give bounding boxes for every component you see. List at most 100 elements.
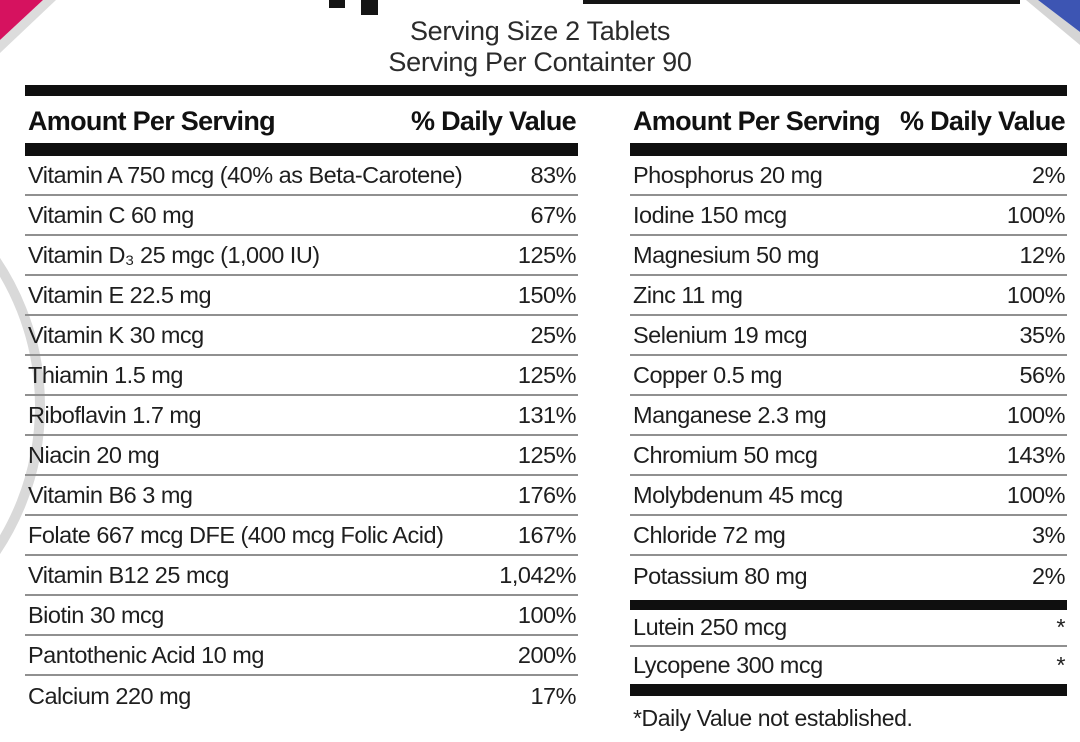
- nutrient-label: Vitamin E 22.5 mg: [28, 281, 212, 308]
- table-row: Chromium 50 mcg 143%: [630, 436, 1067, 476]
- daily-value: 2%: [1032, 562, 1065, 589]
- nutrient-label: Niacin 20 mg: [28, 441, 160, 468]
- serving-info: Serving Size 2 Tablets Serving Per Conta…: [0, 16, 1080, 78]
- daily-value: 150%: [517, 281, 577, 308]
- left-table-header: Amount Per Serving % Daily Value: [25, 103, 578, 143]
- nutrient-label: Vitamin K 30 mcg: [28, 321, 204, 348]
- nutrient-label: Potassium 80 mg: [633, 562, 808, 589]
- daily-value: 35%: [1019, 321, 1065, 348]
- right-table-header: Amount Per Serving % Daily Value: [630, 103, 1067, 143]
- header-rule: [630, 143, 1067, 156]
- daily-value-footnote: *Daily Value not established.: [633, 705, 913, 731]
- daily-value: 176%: [517, 481, 577, 508]
- table-row: Vitamin D₃ 25 mgc (1,000 IU) 125%: [25, 236, 578, 276]
- daily-value: 100%: [517, 601, 577, 628]
- daily-value: 67%: [530, 201, 576, 228]
- nutrient-label: Vitamin B6 3 mg: [28, 481, 193, 508]
- cropped-title-fragment: [361, 0, 378, 15]
- daily-value: 143%: [1006, 441, 1066, 468]
- daily-value: 200%: [517, 641, 577, 668]
- daily-value: 2%: [1032, 161, 1065, 188]
- nutrient-label: Iodine 150 mcg: [633, 201, 787, 228]
- table-row: Lutein 250 mcg *: [630, 610, 1067, 647]
- daily-value: 125%: [517, 241, 577, 268]
- nutrient-label: Selenium 19 mcg: [633, 321, 808, 348]
- table-row: Vitamin B12 25 mcg 1,042%: [25, 556, 578, 596]
- table-row: Selenium 19 mcg 35%: [630, 316, 1067, 356]
- daily-value-header: % Daily Value: [411, 106, 577, 136]
- amount-per-serving-header: Amount Per Serving: [28, 106, 276, 136]
- nutrient-label: Vitamin B12 25 mcg: [28, 561, 229, 588]
- daily-value: 25%: [530, 321, 576, 348]
- table-row: Vitamin E 22.5 mg 150%: [25, 276, 578, 316]
- daily-value: *: [1056, 614, 1065, 640]
- table-row: Zinc 11 mg 100%: [630, 276, 1067, 316]
- daily-value: 125%: [517, 441, 577, 468]
- header-rule: [25, 143, 578, 156]
- daily-value: 100%: [1006, 401, 1066, 428]
- daily-value: 56%: [1019, 361, 1065, 388]
- right-nutrient-table: Amount Per Serving % Daily Value Phospho…: [630, 103, 1067, 732]
- nutrient-label: Vitamin C 60 mg: [28, 201, 194, 228]
- table-row: Niacin 20 mg 125%: [25, 436, 578, 476]
- table-row: Biotin 30 mcg 100%: [25, 596, 578, 636]
- nutrient-label: Molybdenum 45 mcg: [633, 481, 843, 508]
- table-row: Vitamin A 750 mcg (40% as Beta-Carotene)…: [25, 156, 578, 196]
- table-row: Chloride 72 mg 3%: [630, 516, 1067, 556]
- table-row: Pantothenic Acid 10 mg 200%: [25, 636, 578, 676]
- table-row: Calcium 220 mg 17%: [25, 676, 578, 716]
- daily-value: 12%: [1019, 241, 1065, 268]
- nutrient-label: Biotin 30 mcg: [28, 601, 164, 628]
- nutrient-label: Phosphorus 20 mg: [633, 161, 823, 188]
- daily-value: 100%: [1006, 481, 1066, 508]
- table-row: Phosphorus 20 mg 2%: [630, 156, 1067, 196]
- table-row: Magnesium 50 mg 12%: [630, 236, 1067, 276]
- section-rule: [630, 600, 1067, 610]
- nutrient-label: Folate 667 mcg DFE (400 mcg Folic Acid): [28, 521, 444, 548]
- nutrient-label: Calcium 220 mg: [28, 682, 191, 709]
- table-row: Thiamin 1.5 mg 125%: [25, 356, 578, 396]
- table-row: Molybdenum 45 mcg 100%: [630, 476, 1067, 516]
- left-nutrient-table: Amount Per Serving % Daily Value Vitamin…: [25, 103, 578, 716]
- daily-value: 125%: [517, 361, 577, 388]
- table-row: Riboflavin 1.7 mg 131%: [25, 396, 578, 436]
- daily-value: 100%: [1006, 201, 1066, 228]
- table-row: Lycopene 300 mcg *: [630, 647, 1067, 684]
- daily-value: *: [1056, 652, 1065, 678]
- nutrient-label: Pantothenic Acid 10 mg: [28, 641, 264, 668]
- nutrient-label: Zinc 11 mg: [633, 281, 743, 308]
- daily-value-header: % Daily Value: [900, 106, 1066, 136]
- table-row: Vitamin K 30 mcg 25%: [25, 316, 578, 356]
- table-row: Vitamin B6 3 mg 176%: [25, 476, 578, 516]
- table-row: Iodine 150 mcg 100%: [630, 196, 1067, 236]
- table-row: Folate 667 mcg DFE (400 mcg Folic Acid) 1…: [25, 516, 578, 556]
- nutrient-label: Magnesium 50 mg: [633, 241, 819, 268]
- top-rule: [25, 85, 1067, 96]
- nutrient-label: Riboflavin 1.7 mg: [28, 401, 202, 428]
- nutrient-label: Lutein 250 mcg: [633, 614, 787, 640]
- nutrient-label: Chloride 72 mg: [633, 521, 786, 548]
- nutrient-label: Lycopene 300 mcg: [633, 652, 823, 678]
- daily-value: 167%: [517, 521, 577, 548]
- serving-size-text: Serving Size 2 Tablets: [409, 16, 671, 46]
- cropped-title-fragment: [329, 0, 345, 8]
- table-row: Manganese 2.3 mg 100%: [630, 396, 1067, 436]
- nutrient-label: Manganese 2.3 mg: [633, 401, 827, 428]
- daily-value: 83%: [530, 161, 576, 188]
- daily-value: 131%: [517, 401, 577, 428]
- bottom-rule: [630, 684, 1067, 696]
- daily-value: 17%: [530, 682, 576, 709]
- nutrient-label: Copper 0.5 mg: [633, 361, 782, 388]
- nutrient-label: Vitamin D₃ 25 mgc (1,000 IU): [28, 241, 320, 268]
- table-row: Copper 0.5 mg 56%: [630, 356, 1067, 396]
- table-row: Potassium 80 mg 2%: [630, 556, 1067, 596]
- daily-value: 100%: [1006, 281, 1066, 308]
- nutrient-label: Vitamin A 750 mcg (40% as Beta-Carotene): [28, 161, 463, 188]
- servings-per-container-text: Serving Per Containter 90: [388, 47, 692, 77]
- nutrient-label: Chromium 50 mcg: [633, 441, 818, 468]
- table-row: Vitamin C 60 mg 67%: [25, 196, 578, 236]
- amount-per-serving-header: Amount Per Serving: [633, 106, 881, 136]
- cropped-title-fragment: [583, 0, 1020, 4]
- daily-value: 1,042%: [499, 561, 576, 588]
